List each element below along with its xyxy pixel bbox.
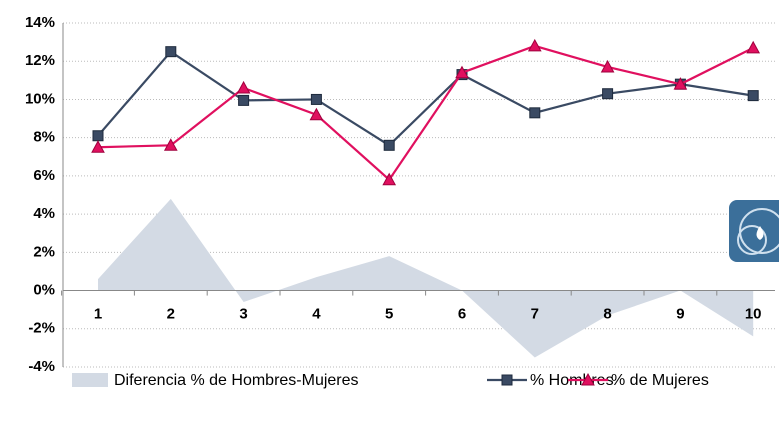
marker	[602, 88, 614, 100]
y-tick-label: 14%	[25, 14, 55, 31]
marker	[383, 139, 395, 151]
x-tick-label: 2	[167, 306, 175, 323]
marker	[236, 80, 251, 94]
y-tick-label: -2%	[28, 320, 55, 337]
x-tick-label: 6	[458, 306, 466, 323]
x-tick-label: 3	[239, 306, 247, 323]
y-tick-label: 0%	[33, 282, 55, 299]
x-tick-label: 7	[531, 306, 539, 323]
y-tick-label: 6%	[33, 167, 55, 184]
marker	[163, 138, 178, 151]
marker	[310, 93, 322, 105]
y-tick-label: 4%	[33, 205, 55, 222]
marker	[746, 40, 761, 54]
line	[97, 50, 754, 147]
marker	[673, 77, 688, 90]
x-tick-label: 1	[94, 306, 102, 323]
x-tick-label: 8	[603, 306, 611, 323]
legend-label: Diferencia % de Hombres-Mujeres	[114, 372, 359, 389]
marker	[165, 46, 177, 58]
marker	[527, 38, 542, 52]
x-tick-label: 4	[312, 306, 321, 323]
y-tick-label: 8%	[33, 129, 55, 146]
marker	[238, 94, 250, 106]
x-tick-label: 9	[676, 306, 684, 323]
marker	[92, 130, 104, 142]
legend-label: % de Mujeres	[611, 372, 709, 389]
marker	[600, 59, 615, 73]
y-tick-label: -4%	[28, 358, 55, 375]
line	[97, 44, 754, 182]
legend-marker	[501, 374, 513, 386]
x-tick-label: 10	[745, 306, 762, 323]
marker	[455, 65, 469, 79]
x-tick-label: 5	[385, 306, 393, 323]
marker	[529, 107, 541, 119]
legend-marker	[581, 372, 595, 386]
marker	[309, 107, 324, 121]
area	[98, 198, 754, 358]
marker	[91, 140, 105, 153]
logo	[729, 200, 779, 262]
marker	[747, 90, 759, 102]
y-tick-label: 2%	[33, 243, 55, 260]
marker	[382, 172, 397, 186]
y-tick-label: 10%	[25, 90, 55, 107]
y-tick-label: 12%	[25, 52, 55, 69]
legend-swatch	[72, 373, 108, 387]
